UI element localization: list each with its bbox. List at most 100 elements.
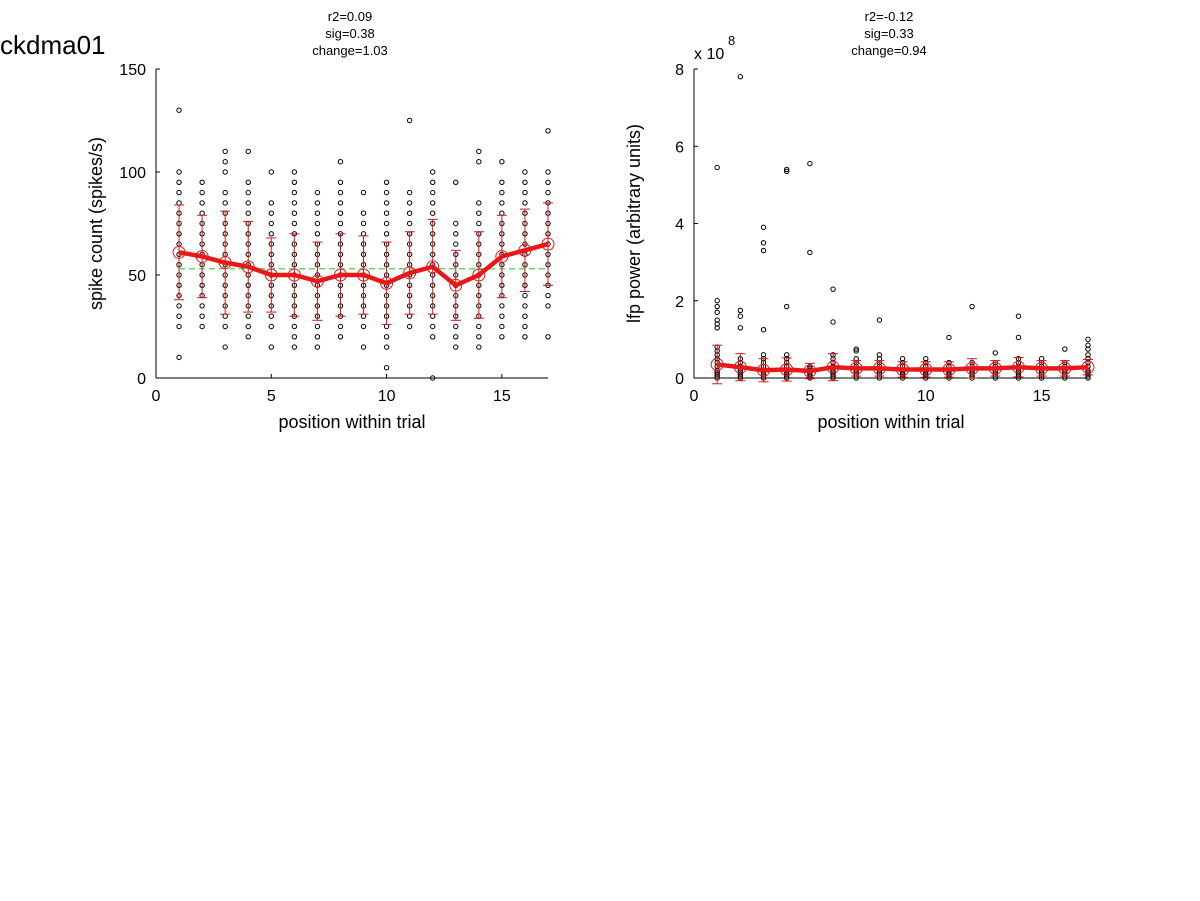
data-point: [545, 303, 551, 309]
data-point: [199, 313, 205, 319]
mean-marker: [942, 363, 956, 377]
stat-label: change=1.03: [312, 43, 388, 58]
data-point: [383, 334, 390, 340]
data-point: [476, 159, 482, 165]
data-point: [245, 200, 251, 206]
data-point: [406, 313, 413, 319]
chart-panel-2: r2=-0.12 sig=0.33 change=0.94 0 5 10 15 0 2 4 6 8 x …: [624, 9, 1095, 432]
mean-marker: [988, 361, 1002, 375]
mean-marker: [287, 268, 301, 282]
data-point: [360, 189, 367, 196]
mean-marker: [541, 237, 555, 251]
stat-label: change=0.94: [851, 43, 927, 58]
data-point: [245, 313, 251, 319]
mean-marker: [780, 363, 794, 377]
data-point: [853, 348, 859, 354]
data-point: [714, 303, 720, 310]
mean-marker: [426, 260, 440, 274]
data-point: [406, 210, 413, 216]
mean-marker: [380, 276, 394, 290]
data-point: [784, 303, 790, 310]
data-point: [314, 200, 321, 206]
data-point: [1085, 375, 1091, 381]
data-point: [1085, 346, 1091, 352]
data-point: [430, 210, 436, 216]
data-point: [222, 169, 228, 175]
data-point: [291, 323, 298, 330]
data-point: [453, 241, 459, 247]
data-point: [383, 210, 390, 216]
data-point: [222, 148, 228, 155]
data-point: [199, 303, 205, 309]
data-point: [522, 169, 528, 175]
data-point: [522, 313, 528, 319]
data-point: [199, 210, 205, 216]
data-point: [545, 128, 551, 134]
data-point: [314, 344, 321, 350]
data-point: [430, 179, 436, 186]
stat-label: r2=0.09: [328, 9, 372, 24]
data-point: [383, 344, 390, 350]
data-point: [268, 231, 274, 237]
data-point: [199, 323, 205, 330]
data-point: [245, 210, 251, 216]
stat-label: sig=0.38: [325, 26, 375, 41]
mean-marker: [1081, 360, 1095, 374]
data-point: [176, 323, 182, 330]
data-point: [453, 220, 459, 227]
data-point: [337, 210, 344, 216]
data-point: [337, 220, 344, 227]
data-point: [245, 179, 251, 186]
mean-marker: [803, 364, 817, 378]
data-point: [430, 313, 436, 319]
data-point: [499, 189, 505, 196]
data-point: [360, 313, 367, 319]
x-axis-label: position within trial: [278, 412, 425, 432]
data-point: [760, 352, 767, 358]
data-point: [476, 148, 482, 155]
data-point: [245, 148, 251, 155]
data-point: [476, 344, 482, 350]
data-point: [268, 210, 274, 216]
data-point: [360, 323, 367, 330]
mean-marker: [757, 363, 771, 377]
data-point: [430, 334, 436, 340]
data-point: [714, 317, 720, 323]
x-tick-label: 15: [493, 388, 511, 405]
data-point: [830, 319, 836, 325]
data-point: [245, 323, 251, 330]
data-point: [522, 292, 528, 299]
mean-marker: [1035, 361, 1049, 375]
data-point: [291, 200, 298, 206]
data-point: [714, 298, 720, 304]
data-point: [522, 189, 528, 196]
data-point: [406, 220, 413, 227]
data-point: [476, 210, 482, 216]
data-point: [430, 375, 436, 381]
mean-marker: [403, 266, 417, 280]
data-point: [476, 220, 482, 227]
data-point: [383, 220, 390, 227]
mean-marker: [241, 260, 255, 274]
mean-marker: [195, 249, 209, 263]
y-tick-label: 2: [675, 294, 684, 311]
data-point: [337, 159, 344, 165]
stat-label: r2=-0.12: [865, 9, 914, 24]
data-point: [760, 247, 767, 254]
mean-marker: [472, 268, 486, 282]
data-point: [737, 325, 744, 331]
data-point: [876, 352, 883, 358]
x-tick-label: 0: [690, 388, 699, 405]
data-point: [222, 344, 228, 350]
data-point: [222, 323, 228, 330]
mean-line: [178, 241, 549, 288]
data-point: [522, 334, 528, 340]
data-point: [807, 160, 813, 167]
data-point: [314, 334, 321, 340]
data-point: [522, 323, 528, 330]
y-tick-label: 6: [675, 139, 684, 156]
data-point: [499, 159, 505, 165]
data-point: [545, 169, 551, 175]
y-axis-label: spike count (spikes/s): [86, 137, 106, 310]
